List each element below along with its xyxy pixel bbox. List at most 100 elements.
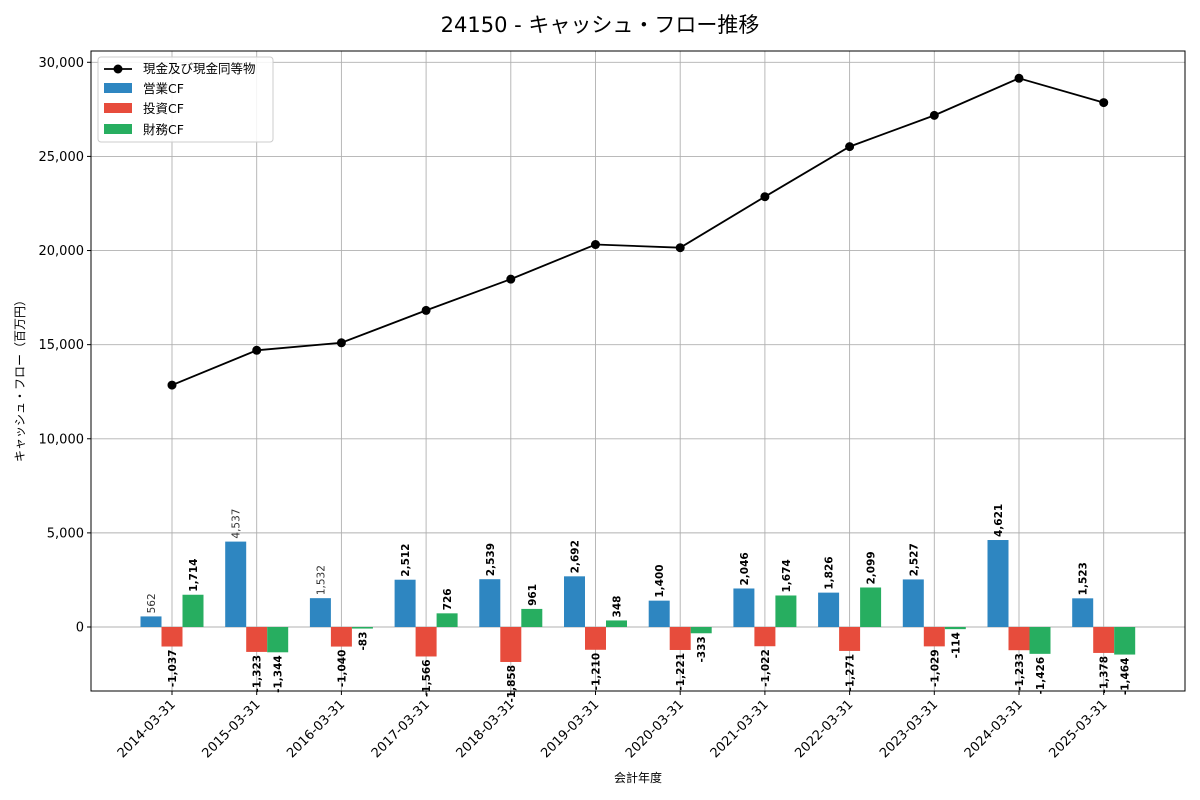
investing-cf-label: -1,221 [675,653,687,691]
financing-cf-label: -1,426 [1035,657,1047,695]
legend-swatch-financing [104,124,132,134]
investing-cf-bar [161,627,183,647]
operating-cf-label: 2,539 [485,543,497,576]
x-tick-label: 2021-03-31 [708,697,772,761]
financing-cf-label: -114 [950,632,962,658]
cash-line-layer [167,73,1109,390]
bars-layer [140,540,1136,662]
investing-cf-bar [500,627,522,662]
financing-cf-label: 2,099 [866,551,878,584]
investing-cf-label: -1,378 [1099,656,1111,694]
financing-cf-bar [267,627,289,653]
y-axis-label: キャッシュ・フロー（百万円） [13,294,27,462]
financing-cf-bar [182,594,204,627]
financing-cf-bar [690,627,712,634]
operating-cf-label: 4,537 [231,509,243,539]
operating-cf-bar [1072,598,1094,627]
investing-cf-bar [415,627,437,657]
investing-cf-label: -1,323 [252,655,264,693]
y-tick-label: 10,000 [39,432,85,447]
cash-point [421,305,431,315]
investing-cf-bar [839,627,861,651]
cash-point [167,380,177,390]
operating-cf-label: 1,826 [824,556,836,589]
legend-label-operating: 営業CF [143,81,184,96]
cash-point [929,110,939,120]
investing-cf-label: -1,022 [760,649,772,687]
x-tick-label: 2019-03-31 [538,697,602,761]
operating-cf-label: 562 [146,593,158,613]
financing-cf-bar [775,595,797,627]
cash-line [171,77,1104,386]
legend-label-cash: 現金及び現金同等物 [143,61,256,76]
financing-cf-bar [436,613,458,627]
investing-cf-bar [1008,627,1030,651]
financing-cf-label: -333 [696,636,708,662]
cash-point [1014,73,1024,83]
investing-cf-label: -1,210 [591,653,603,691]
operating-cf-bar [140,616,162,627]
legend: 現金及び現金同等物 営業CF 投資CF 財務CF [97,56,274,143]
investing-cf-bar [923,627,945,647]
investing-cf-bar [754,627,776,647]
operating-cf-label: 2,512 [400,543,412,576]
cash-point [252,345,262,355]
financing-cf-bar [860,587,882,627]
investing-cf-label: -1,271 [845,654,857,692]
financing-cf-label: 1,714 [188,559,200,592]
investing-cf-bar [1093,627,1115,653]
y-tick-label: 20,000 [39,244,85,259]
operating-cf-label: 1,532 [315,565,327,595]
x-tick-label: 2016-03-31 [284,697,348,761]
operating-cf-bar [564,576,585,627]
x-tick-label: 2018-03-31 [454,697,518,761]
financing-cf-bar [521,608,543,627]
operating-cf-bar [648,600,670,627]
operating-cf-bar [309,598,331,627]
investing-cf-bar [669,627,691,650]
operating-cf-bar [902,579,924,627]
investing-cf-bar [585,627,606,650]
y-tick-label: 30,000 [39,56,85,71]
cash-point [675,243,685,253]
investing-cf-label: -1,566 [421,659,433,697]
cash-point [845,142,855,152]
legend-label-investing: 投資CF [143,101,184,116]
y-tick-label: 25,000 [39,150,85,165]
x-tick-label: 2014-03-31 [115,697,179,761]
operating-cf-label: 1,523 [1078,562,1090,595]
financing-cf-bar [351,627,373,629]
chart-title: 24150 - キャッシュ・フロー推移 [441,13,760,37]
legend-label-financing: 財務CF [143,122,184,137]
bar-labels-layer: 562 4,537 1,532 2,512 2,539 2,692 1,400 2,046 1,… [146,504,1132,703]
legend-box [97,56,274,143]
x-tick-label: 2020-03-31 [623,697,687,761]
investing-cf-label: -1,037 [167,650,179,688]
x-tick-label: 2015-03-31 [199,697,263,761]
financing-cf-label: -1,344 [273,655,285,693]
financing-cf-bar [1114,627,1136,655]
operating-cf-label: 2,527 [908,543,920,576]
investing-cf-label: -1,040 [336,650,348,688]
financing-cf-label: 726 [442,588,454,610]
financing-cf-bar [606,620,627,627]
financing-cf-bar [944,627,966,630]
cash-point [760,192,770,202]
y-tick-label: 15,000 [39,338,85,353]
operating-cf-label: 2,692 [570,540,582,573]
operating-cf-bar [987,540,1009,627]
legend-swatch-operating [104,83,132,93]
x-tick-label: 2024-03-31 [962,697,1026,761]
legend-swatch-investing [104,103,132,113]
financing-cf-label: 1,674 [781,559,793,592]
investing-cf-label: -1,858 [506,665,518,703]
cash-point [506,274,516,284]
cash-point [591,240,600,250]
operating-cf-bar [225,541,247,627]
operating-cf-bar [733,588,755,627]
investing-cf-bar [330,627,352,647]
x-tick-label: 2022-03-31 [792,697,856,761]
operating-cf-bar [818,592,840,627]
investing-cf-label: -1,029 [929,649,941,687]
